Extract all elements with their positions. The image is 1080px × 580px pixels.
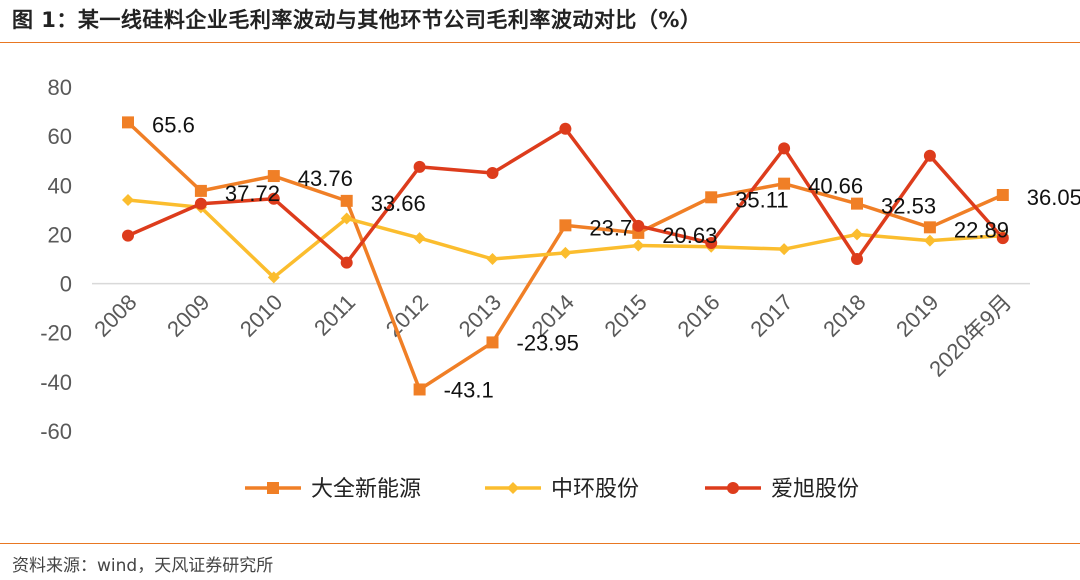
- series-3: [122, 122, 1009, 269]
- data-point: [851, 253, 863, 265]
- data-point: [267, 192, 280, 205]
- legend-marker: [267, 482, 279, 494]
- legend-item-3: 爱旭股份: [705, 477, 859, 502]
- data-point: [413, 160, 426, 173]
- data-point: [267, 271, 280, 284]
- data-point: [923, 149, 936, 162]
- legend-item-1: 大全新能源: [245, 477, 421, 502]
- y-tick-label: 60: [48, 124, 72, 149]
- legend-label: 中环股份: [551, 477, 639, 502]
- data-label: 22.89: [954, 217, 1009, 242]
- data-label: 40.66: [808, 174, 863, 199]
- title-divider: [0, 42, 1080, 43]
- data-label: 33.66: [371, 191, 426, 216]
- x-tick-label: 2011: [309, 289, 360, 340]
- data-point: [705, 191, 718, 204]
- data-point: [923, 221, 936, 234]
- data-point: [413, 383, 426, 396]
- y-tick-label: 20: [48, 222, 72, 247]
- series-1: [122, 116, 1009, 396]
- data-point: [996, 188, 1009, 201]
- data-point: [851, 228, 863, 241]
- legend-label: 爱旭股份: [771, 477, 859, 502]
- data-point: [486, 253, 499, 265]
- source-divider: [0, 543, 1080, 544]
- x-tick-label: 2018: [818, 289, 870, 341]
- data-point: [559, 246, 572, 259]
- data-label: 37.72: [225, 181, 280, 206]
- source-note: 资料来源：wind，天风证券研究所: [12, 556, 274, 576]
- legend-item-2: 中环股份: [485, 477, 639, 502]
- y-tick-label: 0: [60, 272, 72, 297]
- data-label: -23.95: [517, 330, 579, 355]
- x-tick-label: 2009: [162, 289, 214, 341]
- x-tick-label: 2008: [89, 289, 141, 341]
- data-point: [996, 232, 1009, 245]
- data-label: 43.76: [298, 166, 353, 191]
- data-point: [340, 212, 353, 225]
- legend: 大全新能源 中环股份 爱旭股份: [245, 477, 859, 502]
- data-point: [559, 219, 572, 232]
- data-point: [267, 170, 280, 183]
- series-2: [122, 194, 1009, 284]
- line-chart: 80 60 40 20 0 -20 -40 -60 2008 2009 2010 2011 2012 2…: [40, 75, 1080, 502]
- data-point: [194, 184, 207, 197]
- series-layer: [122, 116, 1009, 396]
- data-point: [632, 239, 645, 252]
- data-point: [778, 177, 791, 190]
- data-point: [486, 336, 499, 349]
- data-labels: 65.6 37.72 43.76 33.66 -43.1 -23.95 23.7 20.63 3…: [152, 112, 1080, 402]
- data-point: [122, 229, 134, 242]
- data-label: 35.11: [735, 187, 788, 212]
- data-label: 23.7: [589, 215, 632, 240]
- data-point: [923, 234, 936, 247]
- y-axis-labels: 80 60 40 20 0 -20 -40 -60: [40, 75, 72, 444]
- data-label: 65.6: [152, 112, 195, 137]
- data-point: [122, 194, 134, 207]
- data-label: 20.63: [662, 223, 717, 248]
- x-tick-label: 2012: [381, 289, 433, 341]
- data-point: [632, 219, 645, 232]
- legend-label: 大全新能源: [311, 477, 421, 502]
- data-point: [122, 116, 134, 129]
- y-tick-label: 80: [48, 75, 72, 100]
- data-point: [705, 237, 718, 250]
- data-point: [851, 197, 863, 210]
- data-label: 32.53: [881, 194, 936, 219]
- x-tick-label: 2015: [600, 289, 652, 341]
- x-tick-label: 2016: [672, 289, 724, 341]
- y-tick-label: 40: [48, 173, 72, 198]
- data-label: 36.05: [1027, 185, 1080, 210]
- figure-title: 图 1：某一线硅料企业毛利率波动与其他环节公司毛利率波动对比（%）: [12, 8, 702, 32]
- data-point: [778, 243, 791, 256]
- data-point: [340, 194, 353, 207]
- data-point: [778, 142, 791, 155]
- x-tick-label: 2019: [891, 289, 943, 341]
- y-tick-label: -20: [40, 321, 72, 346]
- data-point: [194, 197, 207, 210]
- data-point: [340, 256, 353, 269]
- legend-marker: [507, 482, 519, 494]
- data-point: [486, 167, 499, 179]
- x-tick-label: 2010: [235, 289, 287, 341]
- legend-marker: [727, 482, 739, 494]
- data-label: -43.1: [444, 377, 494, 402]
- data-point: [559, 122, 572, 135]
- y-tick-label: -40: [40, 370, 72, 395]
- data-point: [413, 232, 426, 245]
- y-tick-label: -60: [40, 419, 72, 444]
- x-tick-label: 2017: [745, 289, 797, 341]
